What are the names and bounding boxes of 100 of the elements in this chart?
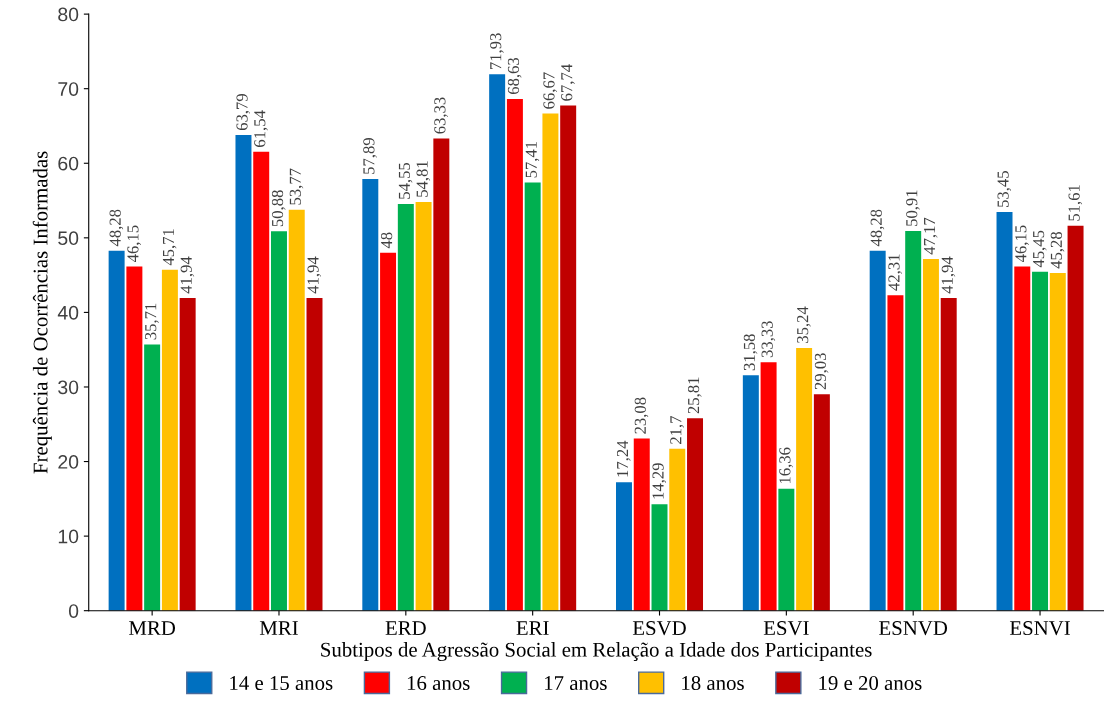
y-tick-label: 60 (58, 156, 79, 171)
bar (433, 138, 450, 611)
data-label: 46,15 (127, 225, 141, 263)
bar (179, 297, 196, 611)
bar (996, 212, 1013, 611)
data-label: 35,71 (145, 303, 159, 340)
bar (380, 252, 397, 611)
bar (288, 209, 305, 611)
data-label: 67,74 (561, 64, 575, 101)
bar (887, 295, 904, 611)
data-label: 71,93 (490, 33, 504, 70)
data-label: 54,81 (416, 161, 431, 197)
bar (560, 105, 577, 611)
data-label: 17,24 (616, 440, 631, 477)
bar (415, 201, 432, 611)
data-label: 63,33 (434, 97, 448, 134)
bar (940, 297, 957, 611)
y-tick-label: 50 (58, 231, 79, 246)
bar (922, 258, 939, 611)
bar (1067, 225, 1084, 611)
data-label: 48,28 (109, 209, 124, 247)
bar (760, 362, 777, 611)
bar (362, 179, 379, 611)
data-label: 46,15 (1015, 225, 1029, 263)
data-label: 48 (380, 232, 393, 249)
bar (905, 231, 922, 611)
bar (742, 375, 759, 611)
bar (506, 98, 523, 611)
x-tick-label: ESVD (632, 621, 686, 636)
x-tick-label: ESNVD (879, 621, 948, 636)
bar (616, 482, 632, 611)
data-label: 45,28 (1050, 232, 1065, 269)
bar (813, 394, 830, 611)
data-label: 45,71 (162, 229, 177, 266)
data-label: 23,08 (634, 397, 649, 434)
bar (633, 438, 650, 611)
data-label: 57,89 (363, 138, 377, 174)
data-label: 51,61 (1068, 185, 1083, 221)
bar (306, 297, 323, 611)
bar (161, 269, 178, 611)
x-tick-label: ERI (516, 621, 549, 635)
data-label: 31,58 (743, 334, 758, 371)
data-label: 33,33 (761, 321, 776, 358)
data-label: 48,28 (870, 209, 885, 247)
y-tick-label: 20 (58, 455, 79, 469)
data-label: 54,55 (398, 162, 413, 199)
bar (778, 488, 795, 611)
x-tick-label: MRD (129, 621, 176, 635)
legend-label: 14 e 15 anos (230, 676, 333, 691)
data-label: 57,41 (525, 141, 540, 178)
data-label: 53,45 (997, 171, 1012, 207)
data-label: 21,7 (670, 416, 684, 444)
data-label: 41,94 (941, 256, 956, 294)
bar (869, 250, 886, 611)
data-label: 41,94 (180, 256, 195, 294)
y-axis-title: Frequência de Ocorrências Informadas (32, 151, 52, 474)
y-tick-label: 30 (58, 380, 79, 395)
bar (397, 203, 414, 611)
y-tick-label: 40 (57, 305, 79, 320)
legend-label: 16 anos (407, 676, 470, 691)
data-label: 45,45 (1033, 230, 1047, 268)
bar (524, 182, 541, 611)
y-tick-label: 70 (58, 82, 79, 96)
bar (687, 418, 704, 611)
bar (270, 231, 287, 611)
data-label: 50,88 (271, 190, 286, 227)
x-axis-title: Subtipos de Agressão Social em Relação a Idade dos Participantes (321, 642, 872, 662)
bar (108, 250, 125, 611)
bar (796, 347, 813, 611)
x-tick-label: ESVI (763, 621, 809, 636)
x-tick-label: ESNVI (1009, 621, 1070, 636)
data-label: 61,54 (254, 110, 268, 147)
data-label: 42,31 (888, 254, 902, 291)
y-tick-label: 80 (58, 7, 79, 22)
bar (651, 504, 668, 611)
x-tick-label: ERD (385, 621, 426, 635)
data-label: 47,17 (923, 217, 938, 255)
data-label: 35,24 (797, 306, 811, 343)
data-label: 66,67 (543, 72, 557, 109)
bar (489, 74, 506, 611)
data-label: 41,94 (307, 256, 322, 294)
data-label: 68,63 (507, 57, 522, 95)
legend-label: 17 anos (545, 676, 607, 691)
data-label: 50,91 (906, 190, 920, 226)
data-label: 53,77 (289, 168, 304, 205)
y-tick-label: 10 (58, 529, 79, 544)
data-label: 14,29 (652, 463, 667, 499)
legend-label: 18 anos (682, 676, 744, 691)
data-label: 25,81 (687, 377, 702, 414)
bar (1049, 273, 1066, 611)
bar (253, 151, 270, 611)
bar (669, 448, 686, 611)
bar (1014, 266, 1031, 611)
legend-label: 19 e 20 anos (819, 676, 922, 691)
data-label: 16,36 (779, 447, 793, 484)
x-tick-label: MRI (259, 621, 298, 635)
bar (235, 135, 252, 611)
data-label: 63,79 (236, 94, 251, 131)
bar (144, 344, 161, 611)
y-tick-label: 0 (68, 604, 79, 618)
